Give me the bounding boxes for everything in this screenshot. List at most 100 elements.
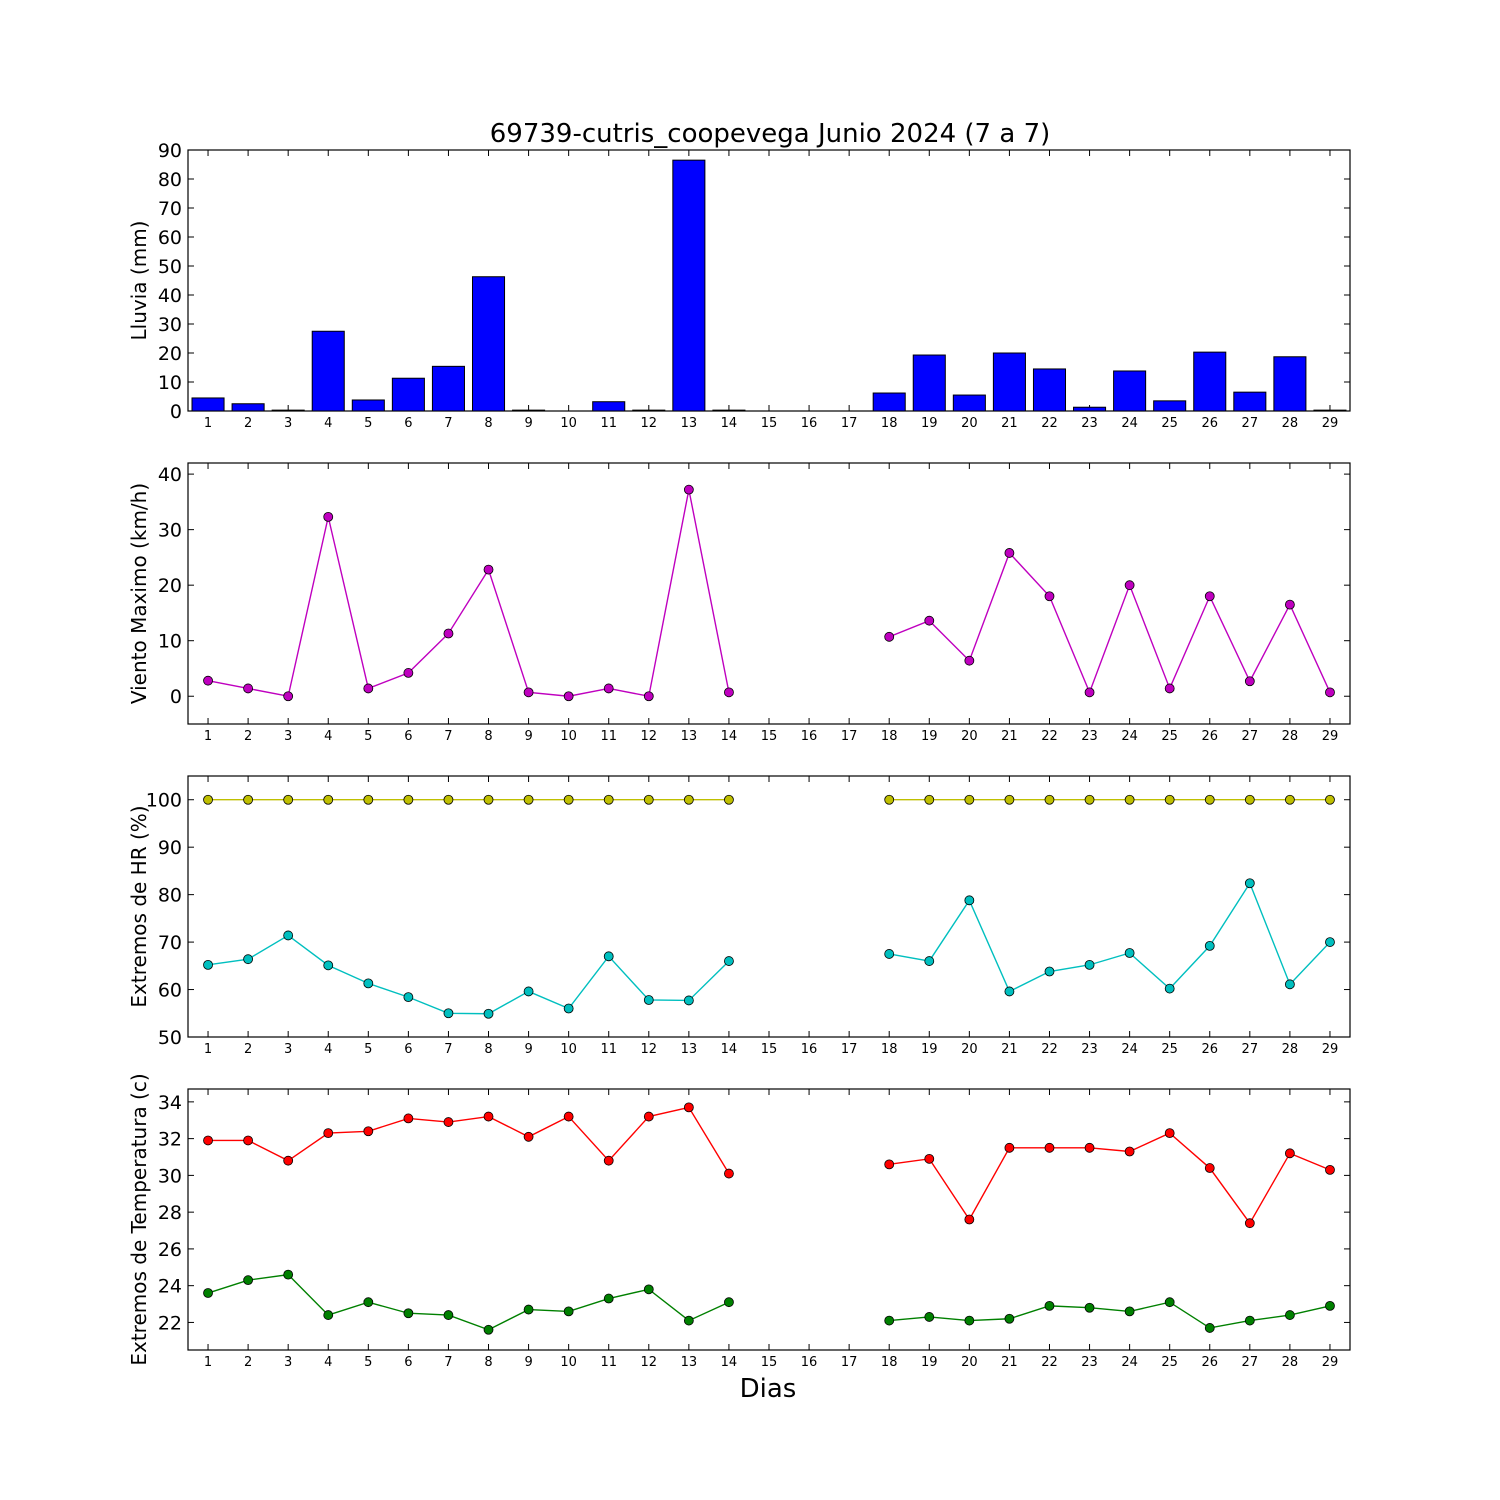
data-point-1	[884, 1159, 895, 1170]
y-tick-label: 60	[158, 980, 182, 1002]
series-line-1	[208, 1106, 730, 1174]
y-tick-label: 10	[158, 372, 182, 394]
data-point-1	[924, 1153, 935, 1164]
x-tick-label: 13	[681, 416, 698, 431]
x-tick-label: 7	[444, 729, 452, 744]
y-tick-label: 30	[158, 314, 182, 336]
data-point-2	[1204, 940, 1215, 951]
data-point-1	[1084, 687, 1095, 698]
y-axis-label: Viento Maximo (km/h)	[127, 483, 151, 704]
data-point-2	[523, 986, 534, 997]
x-tick-label: 2	[244, 729, 252, 744]
y-tick-label: 30	[158, 520, 182, 542]
data-point-1	[1284, 1148, 1295, 1159]
data-point-2	[483, 1324, 494, 1335]
x-tick-label: 24	[1121, 729, 1138, 744]
x-tick-label: 6	[404, 729, 412, 744]
x-tick-label: 20	[961, 1355, 978, 1370]
x-tick-label: 23	[1081, 1355, 1098, 1370]
data-point-1	[1164, 794, 1175, 805]
data-point-1	[403, 794, 414, 805]
series-line-2	[207, 1273, 730, 1331]
data-point-1	[483, 564, 494, 575]
rain-bar	[912, 354, 946, 412]
data-point-1	[283, 794, 294, 805]
data-point-1	[683, 484, 694, 495]
x-tick-label: 14	[721, 416, 738, 431]
data-point-2	[1004, 986, 1015, 997]
data-point-2	[924, 1312, 935, 1322]
data-point-2	[683, 995, 694, 1006]
rain-bar	[1313, 409, 1347, 412]
rain-bar	[1113, 370, 1147, 412]
data-point-1	[523, 687, 534, 698]
x-tick-label: 19	[921, 416, 938, 431]
data-point-2	[1124, 1306, 1135, 1317]
data-point-1	[1325, 687, 1335, 698]
data-point-2	[643, 995, 654, 1005]
figure-title: 69739-cutris_coopevega Junio 2024 (7 a 7…	[490, 119, 1051, 149]
data-point-2	[443, 1310, 454, 1320]
x-tick-label: 18	[881, 1355, 898, 1370]
data-point-1	[1044, 1142, 1055, 1153]
data-point-1	[643, 691, 654, 702]
rain-bar	[471, 276, 506, 412]
data-point-2	[563, 1306, 574, 1317]
data-point-2	[363, 1297, 374, 1308]
data-point-1	[563, 1111, 574, 1122]
x-tick-label: 20	[961, 416, 978, 431]
data-point-1	[363, 683, 374, 694]
x-tick-label: 13	[681, 1042, 698, 1057]
data-point-1	[1244, 676, 1255, 687]
data-point-2	[1244, 878, 1255, 889]
data-point-2	[323, 1310, 334, 1320]
x-tick-label: 25	[1161, 1042, 1178, 1057]
y-tick-label: 50	[158, 256, 182, 278]
x-tick-label: 3	[284, 729, 292, 744]
x-tick-label: 4	[324, 1042, 332, 1057]
y-tick-label: 30	[158, 1165, 182, 1187]
x-tick-label: 27	[1242, 1355, 1259, 1370]
data-point-1	[563, 794, 574, 805]
x-tick-label: 10	[560, 729, 577, 744]
x-tick-label: 14	[721, 729, 738, 744]
x-tick-label: 13	[681, 1355, 698, 1370]
x-tick-label: 21	[1001, 1042, 1018, 1057]
x-tick-label: 22	[1041, 1355, 1058, 1370]
y-tick-label: 24	[158, 1276, 182, 1298]
x-tick-label: 21	[1001, 729, 1018, 744]
data-point-1	[1204, 1163, 1215, 1173]
x-tick-label: 2	[244, 1042, 252, 1057]
data-point-2	[884, 1315, 895, 1326]
x-tick-label: 25	[1161, 1355, 1178, 1370]
data-point-1	[964, 655, 975, 666]
x-tick-label: 22	[1041, 729, 1058, 744]
data-point-2	[1284, 1310, 1295, 1320]
x-tick-label: 12	[641, 1042, 658, 1057]
x-tick-label: 25	[1161, 416, 1178, 431]
x-tick-label: 14	[721, 1355, 738, 1370]
x-tick-label: 11	[600, 416, 617, 431]
x-tick-label: 10	[560, 1355, 577, 1370]
data-point-1	[643, 1111, 654, 1122]
x-tick-label: 28	[1282, 729, 1299, 744]
series-line-2	[889, 881, 1331, 993]
data-point-1	[283, 691, 294, 702]
data-point-1	[603, 794, 614, 805]
x-tick-label: 11	[600, 1355, 617, 1370]
data-point-1	[924, 615, 935, 626]
rain-bar	[231, 403, 265, 412]
x-tick-label: 9	[524, 729, 532, 744]
x-tick-label: 11	[600, 729, 617, 744]
y-tick-label: 0	[170, 686, 182, 708]
data-point-1	[884, 794, 895, 805]
y-tick-label: 34	[158, 1092, 182, 1114]
rain-bar	[952, 394, 986, 412]
data-point-1	[203, 675, 213, 686]
data-point-1	[243, 794, 254, 805]
data-point-2	[203, 959, 213, 970]
data-point-1	[523, 1131, 534, 1142]
